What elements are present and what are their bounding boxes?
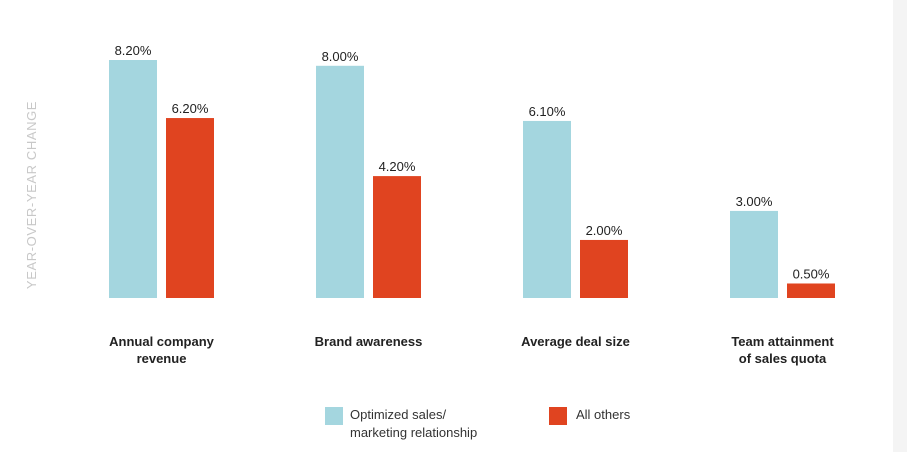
data-label-all-others-annual-company-revenue: 6.20% [172,101,209,116]
legend-label-optimized: Optimized sales/ marketing relationship [350,406,477,442]
bar-optimized-annual-company-revenue [109,60,157,298]
legend-label-all-others: All others [576,406,630,424]
bar-optimized-average-deal-size [523,120,571,298]
bar-all-others-average-deal-size [580,239,628,298]
data-label-all-others-brand-awareness: 4.20% [379,159,416,174]
bar-all-others-annual-company-revenue [166,118,214,298]
category-label-annual-company-revenue: Annual company revenue [109,334,215,366]
data-label-optimized-average-deal-size: 6.10% [529,104,566,119]
category-label-brand-awareness: Brand awareness [315,334,423,349]
y-axis-label: YEAR-OVER-YEAR CHANGE [24,101,39,289]
data-label-optimized-team-attainment-of-sales-quota: 3.00% [736,194,773,209]
page-edge-strip [893,0,907,452]
legend-label-optimized-line1: Optimized sales/ [350,407,447,422]
category-label-team-attainment-of-sales-quota: Team attainment of sales quota [731,334,834,366]
bar-all-others-team-attainment-of-sales-quota [787,283,835,298]
data-label-optimized-brand-awareness: 8.00% [322,49,359,64]
bar-optimized-brand-awareness [316,65,364,299]
data-label-all-others-average-deal-size: 2.00% [586,223,623,238]
bar-optimized-team-attainment-of-sales-quota [730,210,778,298]
category-label-average-deal-size: Average deal size [521,334,630,349]
legend-label-all-others-line1: All others [576,407,631,422]
data-label-all-others-team-attainment-of-sales-quota: 0.50% [793,266,830,281]
data-label-optimized-annual-company-revenue: 8.20% [115,43,152,58]
legend-swatch-all-others [549,407,567,425]
legend-swatch-optimized [325,407,343,425]
bar-all-others-brand-awareness [373,176,421,298]
legend-label-optimized-line2: marketing relationship [350,425,478,440]
